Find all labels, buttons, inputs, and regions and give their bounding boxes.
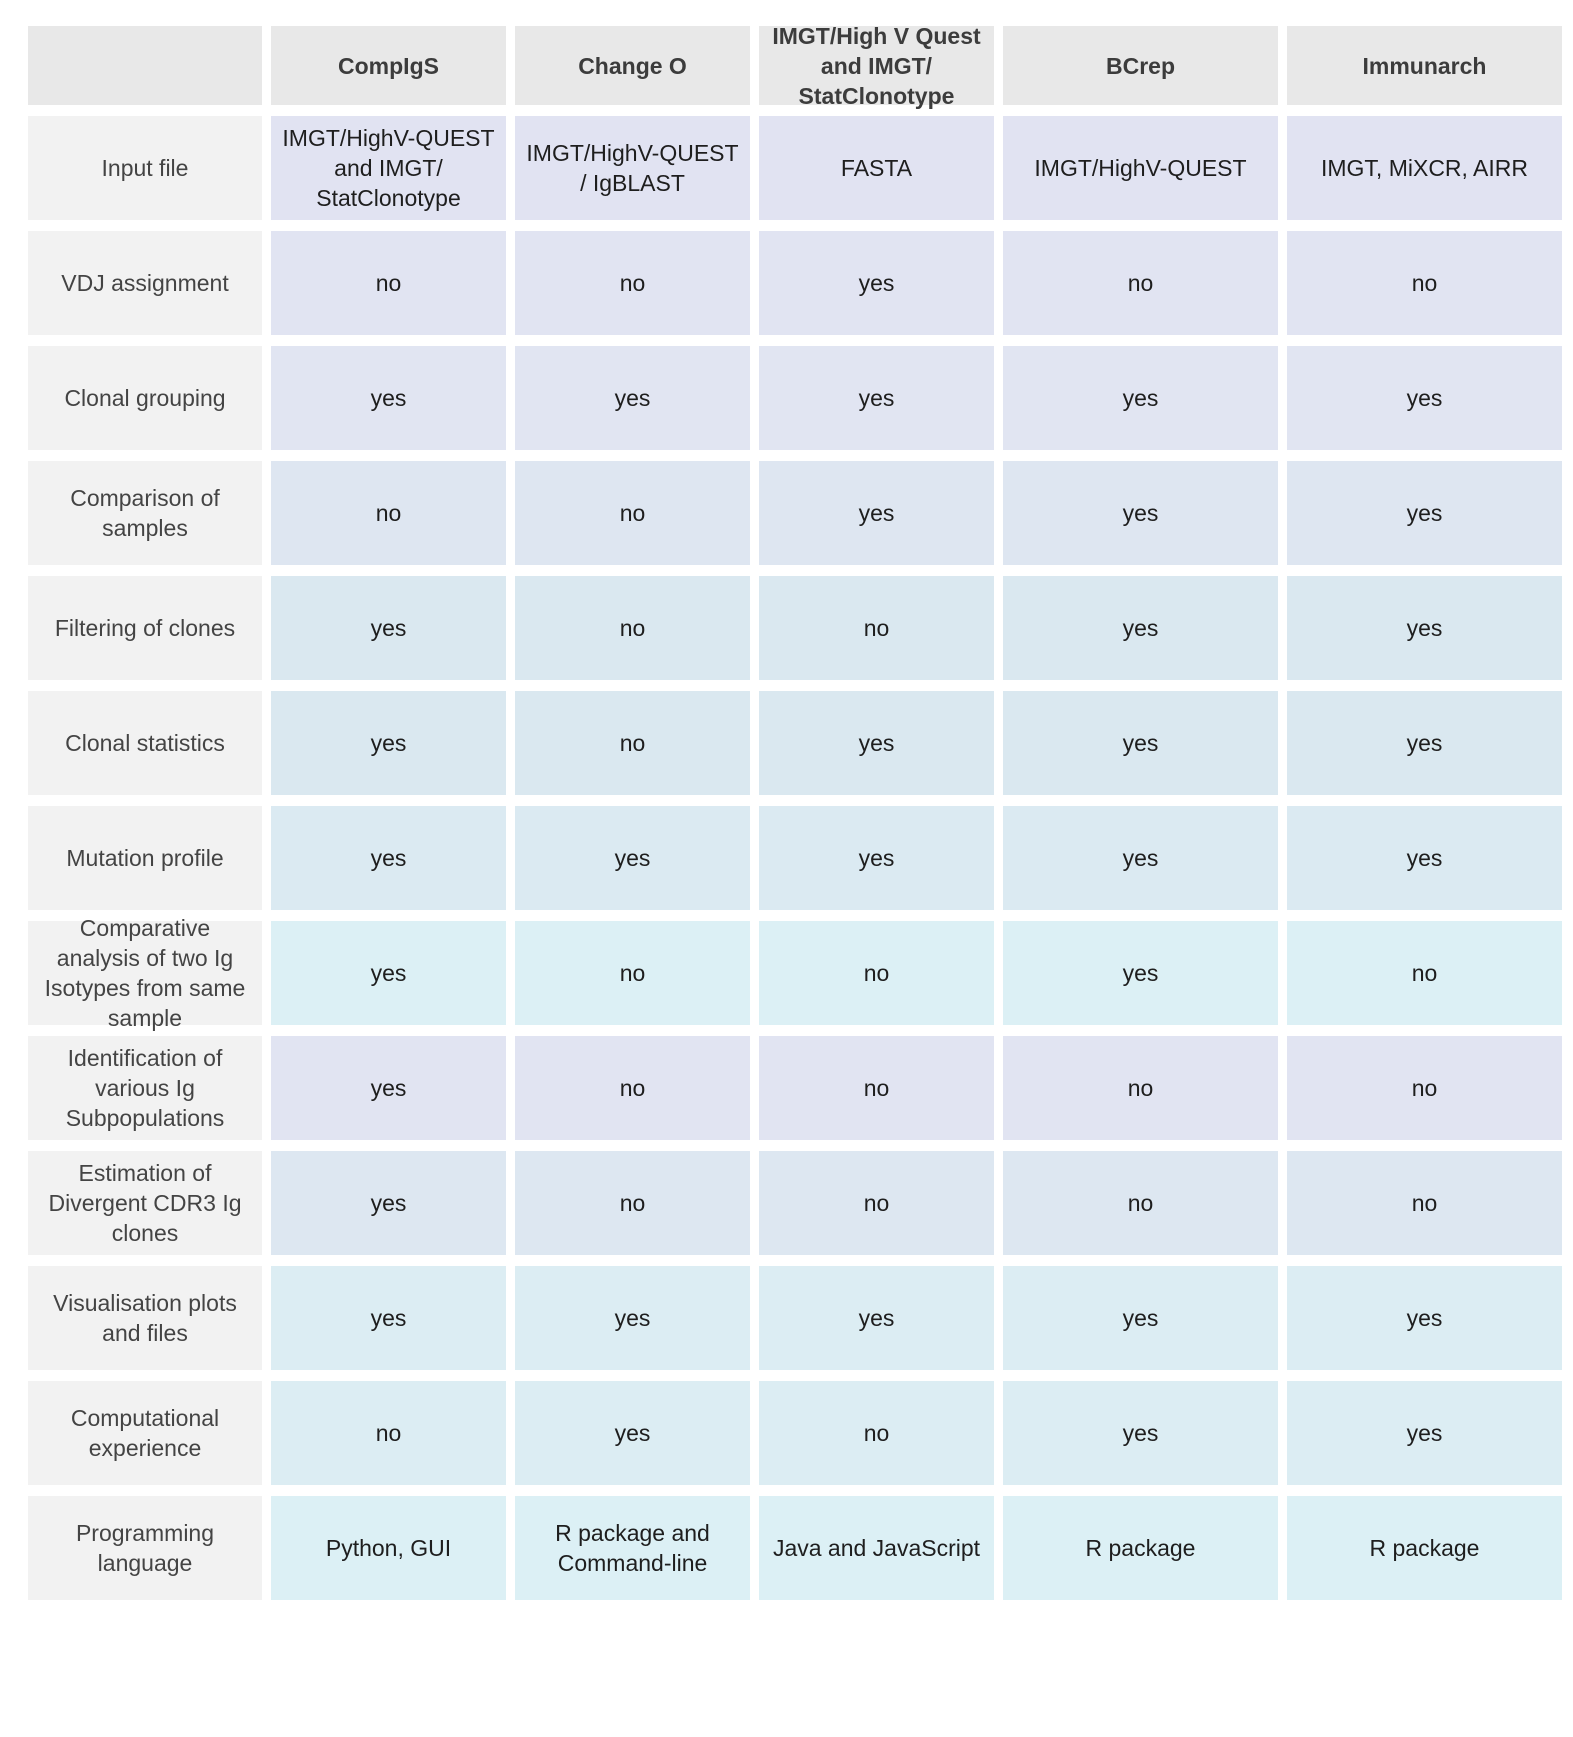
row-label: Clonal grouping — [28, 346, 262, 450]
column-header: BCrep — [1003, 26, 1278, 105]
table-cell: yes — [1287, 461, 1562, 565]
table-cell: IMGT/HighV-QUEST / IgBLAST — [515, 116, 750, 220]
table-cell: no — [1003, 1151, 1278, 1255]
table-cell: no — [759, 1036, 994, 1140]
column-header: Change O — [515, 26, 750, 105]
table-cell: yes — [1003, 806, 1278, 910]
header-corner — [28, 26, 262, 105]
column-header: CompIgS — [271, 26, 506, 105]
table-cell: no — [515, 461, 750, 565]
table-cell: yes — [271, 1151, 506, 1255]
table-cell: no — [271, 231, 506, 335]
table-cell: yes — [759, 691, 994, 795]
table-cell: yes — [1287, 1381, 1562, 1485]
table-cell: no — [1287, 231, 1562, 335]
table-cell: yes — [1287, 346, 1562, 450]
table-cell: no — [759, 1151, 994, 1255]
table-cell: yes — [1287, 691, 1562, 795]
table-cell: no — [515, 691, 750, 795]
column-header: Immunarch — [1287, 26, 1562, 105]
table-cell: yes — [515, 1266, 750, 1370]
table-cell: yes — [1287, 1266, 1562, 1370]
row-label: Visualisation plots and files — [28, 1266, 262, 1370]
row-label: Filtering of clones — [28, 576, 262, 680]
table-cell: R package — [1003, 1496, 1278, 1600]
row-label: VDJ assignment — [28, 231, 262, 335]
table-cell: yes — [271, 576, 506, 680]
table-cell: yes — [515, 1381, 750, 1485]
table-cell: yes — [271, 691, 506, 795]
table-cell: yes — [271, 806, 506, 910]
table-cell: yes — [271, 346, 506, 450]
table-cell: no — [759, 921, 994, 1025]
table-cell: FASTA — [759, 116, 994, 220]
table-cell: no — [759, 576, 994, 680]
table-cell: yes — [271, 1036, 506, 1140]
table-cell: yes — [1003, 691, 1278, 795]
table-cell: IMGT/HighV-QUEST and IMGT/ StatClonotype — [271, 116, 506, 220]
table-cell: Python, GUI — [271, 1496, 506, 1600]
row-label: Comparison of samples — [28, 461, 262, 565]
table-cell: no — [1287, 1036, 1562, 1140]
column-header: IMGT/High V Quest and IMGT/ StatClonotyp… — [759, 23, 994, 109]
table-cell: yes — [759, 806, 994, 910]
table-cell: no — [1287, 1151, 1562, 1255]
table-cell: yes — [1003, 461, 1278, 565]
row-label: Programming language — [28, 1496, 262, 1600]
table-cell: no — [1003, 231, 1278, 335]
table-cell: Java and JavaScript — [759, 1496, 994, 1600]
table-cell: yes — [759, 231, 994, 335]
table-cell: no — [515, 231, 750, 335]
table-cell: yes — [1287, 576, 1562, 680]
table-cell: yes — [515, 806, 750, 910]
row-label: Estimation of Divergent CDR3 Ig clones — [28, 1151, 262, 1255]
table-cell: no — [515, 576, 750, 680]
table-cell: IMGT, MiXCR, AIRR — [1287, 116, 1562, 220]
table-cell: yes — [759, 346, 994, 450]
row-label: Input file — [28, 116, 262, 220]
table-cell: no — [1003, 1036, 1278, 1140]
table-cell: yes — [1287, 806, 1562, 910]
row-label: Mutation profile — [28, 806, 262, 910]
table-cell: no — [515, 1151, 750, 1255]
table-cell: yes — [1003, 1266, 1278, 1370]
table-cell: no — [515, 1036, 750, 1140]
row-label: Comparative analysis of two Ig Isotypes … — [28, 915, 262, 1031]
table-cell: no — [271, 461, 506, 565]
table-cell: yes — [1003, 576, 1278, 680]
table-cell: yes — [759, 1266, 994, 1370]
row-label: Clonal statistics — [28, 691, 262, 795]
table-cell: R package and Command-line — [515, 1496, 750, 1600]
table-cell: no — [1287, 921, 1562, 1025]
table-cell: yes — [759, 461, 994, 565]
table-cell: no — [515, 921, 750, 1025]
table-cell: no — [759, 1381, 994, 1485]
table-cell: no — [271, 1381, 506, 1485]
row-label: Computational experience — [28, 1381, 262, 1485]
table-cell: yes — [1003, 1381, 1278, 1485]
table-cell: yes — [271, 1266, 506, 1370]
row-label: Identification of various Ig Subpopulati… — [28, 1036, 262, 1140]
table-cell: yes — [515, 346, 750, 450]
table-cell: yes — [271, 921, 506, 1025]
table-cell: IMGT/HighV-QUEST — [1003, 116, 1278, 220]
table-cell: yes — [1003, 921, 1278, 1025]
table-cell: yes — [1003, 346, 1278, 450]
comparison-table: CompIgS Change O IMGT/High V Quest and IMG… — [28, 23, 1562, 1600]
table-cell: R package — [1287, 1496, 1562, 1600]
